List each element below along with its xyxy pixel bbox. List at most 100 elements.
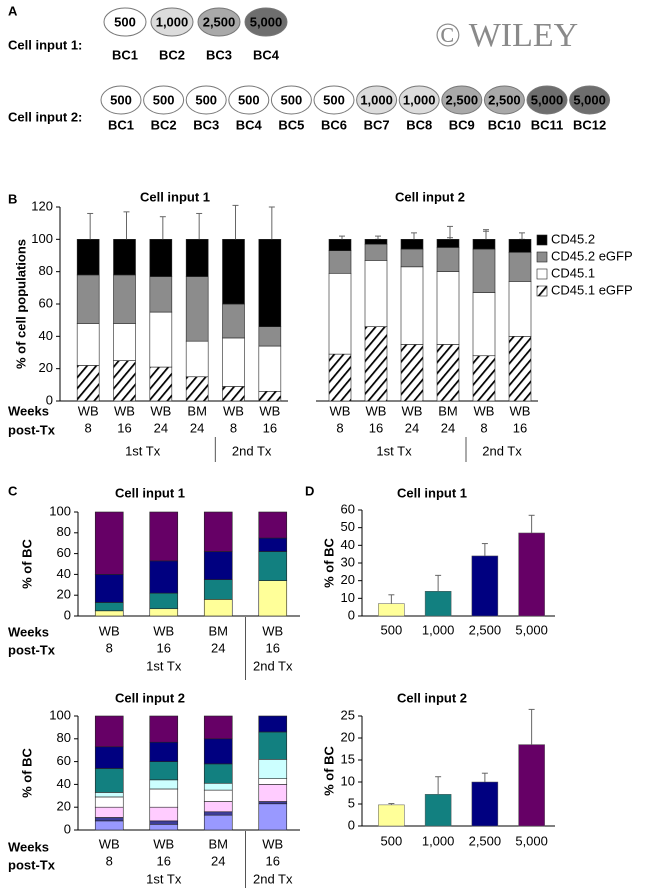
bar: [424, 794, 452, 827]
barcode-circle: [150, 7, 194, 37]
bar-segment: [328, 272, 352, 355]
bar-segment: [94, 574, 124, 603]
barcode-size: 500: [323, 92, 345, 107]
x-tick-label: WB: [99, 836, 120, 851]
bar-segment: [258, 731, 288, 760]
bar: [378, 603, 405, 617]
barcode-size: 500: [195, 92, 217, 107]
legend-swatch: [536, 268, 548, 280]
barcode-name: BC6: [321, 117, 347, 132]
bar-segment: [400, 239, 424, 250]
chart-title: Cell input 1: [140, 189, 210, 204]
bar-segment: [94, 715, 124, 748]
x-tick-label: 16: [266, 853, 280, 868]
x-tick-label: 500: [381, 622, 403, 637]
y-tick-label: 40: [57, 776, 71, 791]
barcode-size: 5,000: [531, 92, 564, 107]
bar-segment: [149, 779, 179, 790]
barcode-size: 5,000: [573, 92, 606, 107]
y-tick-label: 100: [31, 231, 53, 246]
bar-segment: [149, 820, 179, 825]
bar-segment: [364, 326, 388, 402]
bar-segment: [400, 266, 424, 345]
barcode-name: BC1: [108, 117, 134, 132]
barcode-name: BC9: [449, 117, 475, 132]
barcode-name: BC3: [206, 47, 232, 62]
group-label: 2nd Tx: [482, 443, 522, 458]
bar-segment: [328, 250, 352, 274]
barcode-name: BC7: [364, 117, 390, 132]
y-tick-label: 60: [341, 501, 355, 516]
x-tick-label: 24: [154, 420, 168, 435]
bar-segment: [222, 386, 245, 402]
bar-segment: [203, 551, 233, 580]
y-tick-label: 0: [64, 821, 71, 836]
y-tick-label: 5: [348, 795, 355, 810]
barcode-circle: [270, 85, 312, 115]
group-label: 2nd Tx: [232, 443, 272, 458]
barcode-circle: [313, 85, 355, 115]
x-tick-label: 24: [211, 640, 225, 655]
group-label: 1st Tx: [376, 443, 412, 458]
barcode-name: BC5: [278, 117, 304, 132]
x-axis-label: Weeks: [8, 403, 49, 418]
x-tick-label: WB: [114, 403, 135, 418]
y-tick-label: 0: [348, 817, 355, 832]
y-tick-label: 80: [57, 524, 71, 539]
legend-label: CD45.2 eGFP: [551, 248, 633, 263]
chart-title: Cell input 2: [115, 690, 185, 705]
bar-segment: [149, 276, 173, 313]
barcode-size: 500: [238, 92, 260, 107]
x-tick-label: 2,500: [469, 622, 502, 637]
bar-segment: [258, 715, 288, 733]
x-tick-label: WB: [330, 403, 351, 418]
bar-segment: [258, 801, 288, 805]
row-label: Cell input 2:: [8, 109, 82, 124]
bar-segment: [258, 551, 288, 581]
barcode-circle: [143, 85, 185, 115]
barcode-circle: [526, 85, 568, 115]
barcode-size: 2,500: [203, 14, 236, 29]
x-tick-label: 16: [266, 640, 280, 655]
bar-segment: [149, 806, 179, 822]
bar-segment: [364, 239, 388, 245]
x-axis-label: Weeks: [8, 624, 49, 639]
bar-segment: [400, 344, 424, 402]
barcode-size: 2,500: [446, 92, 479, 107]
bar-segment: [472, 248, 496, 293]
bar-segment: [149, 823, 179, 831]
bar-segment: [76, 239, 100, 276]
x-tick-label: WB: [153, 836, 174, 851]
x-axis-label: post-Tx: [8, 857, 56, 872]
bar-segment: [94, 511, 124, 575]
x-axis-label: post-Tx: [8, 642, 56, 657]
bar-segment: [94, 817, 124, 822]
barcode-size: 500: [114, 14, 136, 29]
bar-segment: [203, 811, 233, 816]
barcode-circle: [569, 85, 611, 115]
bar-segment: [113, 274, 136, 324]
bar: [471, 781, 499, 827]
x-tick-label: WB: [78, 403, 99, 418]
y-axis-label: % of BC: [19, 538, 34, 588]
y-tick-label: 40: [39, 328, 53, 343]
x-tick-label: WB: [153, 623, 174, 638]
panel-label: B: [8, 191, 17, 206]
bar-segment: [149, 592, 179, 610]
y-tick-label: 20: [39, 360, 53, 375]
x-axis-label: Weeks: [8, 839, 49, 854]
bar-segment: [328, 239, 352, 251]
bar-segment: [149, 366, 173, 402]
y-tick-label: 60: [39, 295, 53, 310]
barcode-size: 500: [281, 92, 303, 107]
x-tick-label: 16: [369, 420, 383, 435]
x-tick-label: WB: [99, 623, 120, 638]
bar-segment: [258, 239, 282, 327]
x-tick-label: WB: [150, 403, 171, 418]
bar-segment: [258, 803, 288, 831]
y-tick-label: 10: [341, 773, 355, 788]
y-tick-label: 40: [341, 537, 355, 552]
y-tick-label: 50: [341, 519, 355, 534]
bar-segment: [508, 251, 532, 282]
